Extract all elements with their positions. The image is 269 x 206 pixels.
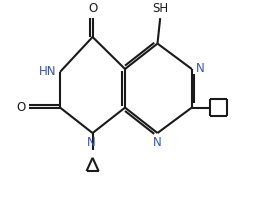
- Text: N: N: [153, 136, 162, 149]
- Text: O: O: [88, 2, 97, 15]
- Text: HN: HN: [39, 65, 56, 78]
- Text: O: O: [17, 101, 26, 114]
- Text: N: N: [87, 136, 96, 149]
- Text: SH: SH: [152, 2, 168, 15]
- Text: N: N: [195, 62, 204, 75]
